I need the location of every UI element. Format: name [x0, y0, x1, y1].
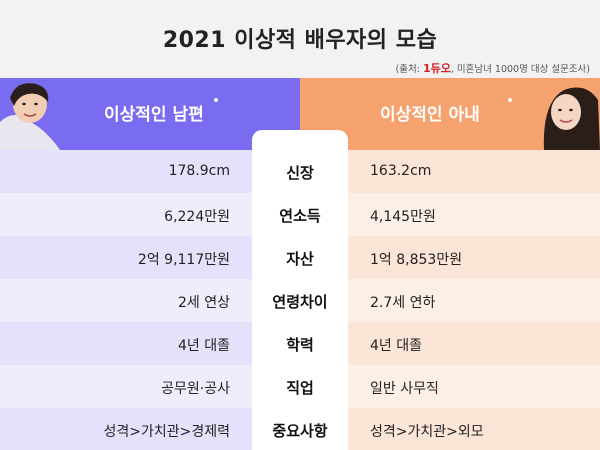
husband-cell	[0, 365, 300, 408]
wife-income-value: 4,145만원	[370, 209, 436, 225]
table-row	[0, 408, 600, 450]
husband-cell	[0, 236, 300, 279]
husband-cell	[0, 322, 300, 365]
category-label-assets: 자산	[286, 250, 314, 268]
wife-cell	[300, 236, 600, 279]
husband-cell	[0, 408, 300, 450]
table-row	[0, 193, 600, 236]
title-bar: 2021 이상적 배우자의 모습 (출처: 1듀오, 미혼남녀 1000명 대상…	[0, 0, 600, 78]
category-label-height: 신장	[286, 164, 314, 182]
wife-age-gap-value: 2.7세 연하	[370, 295, 436, 311]
wife-cell	[300, 408, 600, 450]
table-row	[0, 236, 600, 279]
wife-job-value: 일반 사무직	[370, 381, 439, 397]
husband-education-value: 4년 대졸	[178, 338, 230, 354]
husband-job-value: 공무원·공사	[161, 381, 230, 397]
husband-height-value: 178.9cm	[168, 163, 230, 179]
wife-education-value: 4년 대졸	[370, 338, 422, 354]
category-label-education: 학력	[286, 336, 314, 354]
table-row	[0, 150, 600, 193]
wife-height-value: 163.2cm	[370, 163, 432, 179]
husband-cell	[0, 193, 300, 236]
category-label-job: 직업	[286, 379, 314, 397]
wife-cell	[300, 322, 600, 365]
category-label-priority: 중요사항	[272, 422, 328, 440]
wife-cell	[300, 279, 600, 322]
table-row	[0, 279, 600, 322]
husband-cell	[0, 150, 300, 193]
husband-assets-value: 2억 9,117만원	[137, 252, 230, 268]
wife-cell	[300, 150, 600, 193]
category-column	[252, 130, 348, 450]
husband-income-value: 6,224만원	[164, 209, 230, 225]
wife-cell	[300, 365, 600, 408]
wife-header-label: 이상적인 아내	[380, 105, 480, 125]
husband-priority-value: 성격>가치관>경제력	[103, 424, 230, 440]
wife-photo	[540, 82, 600, 150]
wife-assets-value: 1억 8,853만원	[370, 252, 463, 268]
wife-cell	[300, 193, 600, 236]
source-note: (출처: 1듀오, 미혼남녀 1000명 대상 설문조사)	[396, 60, 590, 76]
wife-priority-value: 성격>가치관>외모	[370, 424, 484, 440]
husband-photo	[0, 82, 74, 150]
husband-cell	[0, 279, 300, 322]
comparison-table	[0, 150, 600, 450]
table-row	[0, 365, 600, 408]
category-label-income: 연소득	[279, 207, 321, 225]
page-title: 2021 이상적 배우자의 모습	[162, 28, 438, 53]
husband-header-label: 이상적인 남편	[104, 105, 204, 125]
category-label-age-gap: 연령차이	[272, 293, 328, 311]
source-prefix: (출처:	[395, 64, 420, 75]
table-row	[0, 322, 600, 365]
husband-age-gap-value: 2세 연상	[178, 295, 230, 311]
wife-header-dot	[508, 98, 512, 102]
duo-logo: 1듀오	[422, 62, 451, 75]
husband-header-dot	[214, 98, 218, 102]
source-suffix: , 미혼남녀 1000명 대상 설문조사)	[450, 64, 590, 75]
